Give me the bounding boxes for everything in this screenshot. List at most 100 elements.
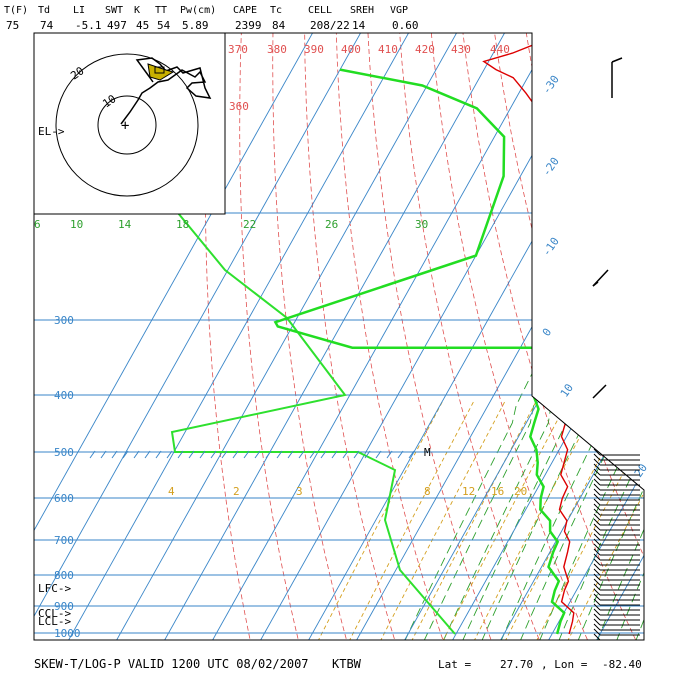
footer-lon-value: -82.40: [602, 658, 642, 671]
theta-e-label: 6: [34, 218, 41, 231]
dewpoint-trace: [273, 68, 566, 635]
dry-adiabat-line: [392, 33, 546, 640]
isobar-hatch: [309, 450, 316, 459]
dry-adiabat-line: [448, 33, 643, 640]
mixing-ratio-label: 3: [296, 485, 303, 498]
isobar-hatch: [221, 450, 228, 459]
wind-barb: [593, 578, 601, 586]
theta-e-label: 10: [70, 218, 83, 231]
pressure-label: 1000: [54, 627, 81, 640]
wind-barb: [593, 628, 601, 636]
wind-barb: [593, 598, 601, 606]
mixing-ratio-label: 20: [514, 485, 527, 498]
header-value: 5.89: [182, 19, 209, 32]
header-value: 54: [157, 19, 171, 32]
isobar-hatch: [408, 450, 415, 459]
footer-lat-value: 27.70: [500, 658, 533, 671]
pressure-label: 300: [54, 314, 74, 327]
isotherm-line: [49, 33, 512, 640]
dry-adiabat-line: [239, 33, 303, 640]
isobar-hatch: [397, 450, 404, 459]
pressure-label: 900: [54, 600, 74, 613]
mixing-ratio-label: 8: [424, 485, 431, 498]
isobar-hatch: [331, 450, 338, 459]
header-label: VGP: [390, 5, 408, 16]
header-label: CELL: [308, 5, 332, 16]
pressure-label: 500: [54, 446, 74, 459]
temperature-label: 10: [558, 381, 576, 399]
mixing-ratio-line: [342, 401, 474, 640]
wind-barb: [593, 508, 601, 516]
wind-barb: [593, 543, 601, 551]
hodograph-inset: 10 20 +: [33, 32, 226, 215]
wind-barb: [593, 613, 601, 621]
m-marker: M: [424, 446, 431, 459]
wind-barb: [593, 523, 601, 531]
wind-barb: [593, 573, 601, 581]
wind-barb: [593, 588, 601, 596]
wind-barb: [593, 553, 601, 561]
isobar-hatch: [342, 450, 349, 459]
theta-label: 440: [490, 43, 510, 56]
wind-barb: [593, 518, 601, 526]
isobar-hatch: [133, 450, 140, 459]
wind-staff: [592, 384, 607, 399]
theta-e-label: 14: [118, 218, 132, 231]
wind-barb: [593, 463, 601, 471]
isobar-hatch: [232, 450, 239, 459]
wind-barb: [593, 493, 601, 501]
header-label: SWT: [105, 5, 123, 16]
isobar-hatch: [166, 450, 173, 459]
el-marker: EL->: [38, 125, 65, 138]
isotherm-line: [529, 33, 644, 640]
wind-barb: [593, 528, 601, 536]
footer-station: KTBW: [332, 657, 362, 671]
theta-label: 410: [378, 43, 398, 56]
header-value: -5.1: [75, 19, 102, 32]
dry-adiabat-line: [420, 33, 595, 640]
isotherm-line: [34, 33, 464, 640]
lcl-marker: LCL->: [38, 615, 71, 628]
isobar-hatch: [243, 450, 250, 459]
wind-barb: [593, 473, 601, 481]
isobar-hatch: [265, 450, 272, 459]
isobar-hatch: [188, 450, 195, 459]
dry-adiabat-line: [334, 33, 449, 640]
wind-barb: [593, 633, 601, 641]
dry-adiabat-line: [363, 33, 497, 640]
isobar-hatch: [144, 450, 151, 459]
header-value: 0.60: [392, 19, 419, 32]
mixing-ratio-label: 12: [462, 485, 475, 498]
wind-barb: [593, 478, 601, 486]
isobar-hatch: [364, 450, 371, 459]
header-value: 208/22: [310, 19, 350, 32]
header-label: SREH: [350, 5, 374, 16]
moist-adiabat-line: [397, 33, 644, 640]
isotherm-line: [145, 33, 608, 640]
isobar-hatch: [155, 450, 162, 459]
footer-title: SKEW-T/LOG-P VALID 1200 UTC 08/02/2007: [34, 657, 309, 671]
wind-barb: [593, 533, 601, 541]
level-markers: EL-> LFC-> CCL-> LCL-> M: [38, 125, 431, 628]
isotherm-line: [481, 33, 644, 640]
moist-adiabat-line: [610, 33, 644, 640]
ccl-marker: CCL->: [38, 607, 71, 620]
isobar-hatch: [122, 450, 129, 459]
wind-barb: [593, 488, 601, 496]
wind-barb: [593, 483, 601, 491]
isotherm-line: [241, 33, 644, 640]
isotherm-line: [433, 33, 644, 640]
isotherm-line: [97, 33, 560, 640]
header-label: Tc: [270, 5, 282, 16]
isobar-hatch: [287, 450, 294, 459]
header-label: CAPE: [233, 5, 257, 16]
wind-barb: [593, 563, 601, 571]
index-header: T(F) Td LI SWT K TT Pw(cm) CAPE Tc CELL SREH VGP 75 7…: [4, 5, 419, 32]
theta-e-label: 30: [415, 218, 428, 231]
header-value: 75: [6, 19, 19, 32]
pressure-label: 800: [54, 569, 74, 582]
isobar-hatch: [199, 450, 206, 459]
mixing-ratio-label: 16: [491, 485, 504, 498]
hodograph-ring-10: [97, 95, 157, 155]
